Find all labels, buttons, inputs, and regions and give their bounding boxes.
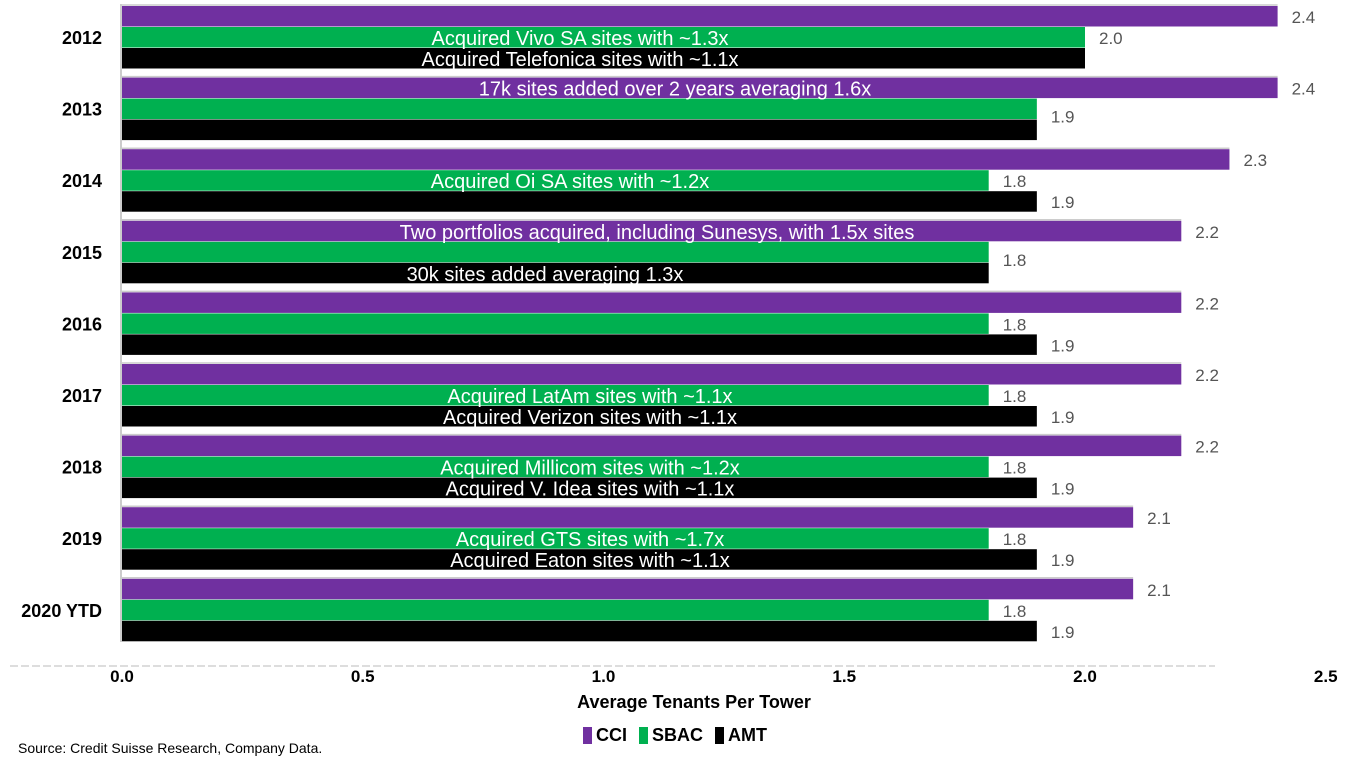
bar-cci bbox=[122, 435, 1182, 457]
category-label: 2019 bbox=[62, 529, 102, 549]
annotation: Acquired Oi SA sites with ~1.2x bbox=[431, 171, 709, 193]
data-label-amt: 1.8 bbox=[1003, 251, 1027, 270]
bar-cci bbox=[122, 77, 1278, 99]
bar-cci bbox=[122, 578, 1134, 600]
data-label-amt: 1.9 bbox=[1051, 551, 1075, 570]
legend-swatch-amt bbox=[715, 727, 725, 744]
annotation: Acquired Eaton sites with ~1.1x bbox=[450, 550, 730, 572]
source-note: Source: Credit Suisse Research, Company … bbox=[18, 740, 323, 756]
annotation: Acquired GTS sites with ~1.7x bbox=[456, 529, 724, 551]
annotation: Acquired LatAm sites with ~1.1x bbox=[447, 386, 732, 408]
category-label: 2020 YTD bbox=[21, 601, 102, 621]
bar-cci bbox=[122, 364, 1182, 385]
bar-sbac bbox=[122, 385, 989, 406]
bar-sbac bbox=[122, 27, 1085, 48]
bar-sbac bbox=[122, 599, 989, 621]
category-label: 2018 bbox=[62, 458, 102, 478]
bar-sbac bbox=[122, 313, 989, 334]
legend-item-amt: AMT bbox=[715, 725, 767, 746]
bar-amt bbox=[122, 191, 1037, 212]
data-label-amt: 1.9 bbox=[1051, 623, 1075, 642]
category-label: 2015 bbox=[62, 243, 102, 263]
category-label: 2014 bbox=[62, 171, 102, 191]
bar-amt bbox=[122, 477, 1037, 499]
legend-item-cci: CCI bbox=[583, 725, 627, 746]
data-label-cci: 2.4 bbox=[1292, 8, 1316, 27]
bar-amt bbox=[122, 262, 989, 284]
bar-sbac bbox=[122, 98, 1037, 120]
annotation: 30k sites added averaging 1.3x bbox=[407, 264, 684, 286]
data-label-sbac: 1.8 bbox=[1003, 387, 1027, 406]
data-label-cci: 2.2 bbox=[1195, 294, 1219, 313]
data-label-amt: 1.9 bbox=[1051, 336, 1075, 355]
x-tick-label: 1.0 bbox=[592, 667, 616, 686]
data-label-cci: 2.2 bbox=[1195, 223, 1219, 242]
bar-amt bbox=[122, 406, 1037, 427]
data-label-sbac: 1.8 bbox=[1003, 172, 1027, 191]
data-label-cci: 2.1 bbox=[1147, 581, 1171, 600]
x-tick-label: 2.0 bbox=[1073, 667, 1097, 686]
x-tick-label: 0.5 bbox=[351, 667, 375, 686]
annotation: 17k sites added over 2 years averaging 1… bbox=[479, 79, 871, 101]
legend-item-sbac: SBAC bbox=[639, 725, 703, 746]
legend: CCI SBAC AMT bbox=[583, 725, 767, 746]
bar-sbac bbox=[122, 170, 989, 191]
data-label-cci: 2.2 bbox=[1195, 438, 1219, 457]
data-label-sbac: 1.8 bbox=[1003, 315, 1027, 334]
data-label-amt: 1.9 bbox=[1051, 193, 1075, 212]
data-label-cci: 2.3 bbox=[1243, 151, 1267, 170]
x-tick-label: 0.0 bbox=[110, 667, 134, 686]
data-label-cci: 2.2 bbox=[1195, 366, 1219, 385]
data-label-amt: 1.9 bbox=[1051, 108, 1075, 127]
x-axis-title: Average Tenants Per Tower bbox=[577, 692, 811, 712]
data-label-sbac: 1.8 bbox=[1003, 459, 1027, 478]
legend-swatch-cci bbox=[583, 727, 592, 744]
legend-label: CCI bbox=[596, 725, 627, 745]
x-tick-label: 2.5 bbox=[1314, 667, 1338, 686]
bar-sbac bbox=[122, 456, 989, 478]
annotation: Two portfolios acquired, including Sunes… bbox=[400, 222, 915, 244]
legend-label: AMT bbox=[728, 725, 768, 745]
data-label-cci: 2.4 bbox=[1292, 80, 1316, 99]
bar-amt bbox=[122, 48, 1085, 69]
bar-sbac bbox=[122, 241, 989, 263]
legend-swatch-sbac bbox=[639, 727, 648, 744]
data-label-cci: 2.1 bbox=[1147, 509, 1171, 528]
bar-cci bbox=[122, 507, 1134, 528]
category-label: 2012 bbox=[62, 28, 102, 48]
bar-cci bbox=[122, 149, 1230, 170]
annotation: Acquired Millicom sites with ~1.2x bbox=[440, 458, 740, 480]
data-label-sbac: 1.8 bbox=[1003, 602, 1027, 621]
bar-amt bbox=[122, 334, 1037, 355]
data-label-amt: 1.9 bbox=[1051, 480, 1075, 499]
annotation: Acquired V. Idea sites with ~1.1x bbox=[446, 479, 735, 501]
category-label: 2017 bbox=[62, 386, 102, 406]
bar-amt bbox=[122, 549, 1037, 570]
bar-amt bbox=[122, 620, 1037, 642]
x-tick-label: 1.5 bbox=[832, 667, 856, 686]
annotation: Acquired Telefonica sites with ~1.1x bbox=[421, 49, 738, 71]
data-label-sbac: 1.8 bbox=[1003, 530, 1027, 549]
data-label-amt: 1.9 bbox=[1051, 408, 1075, 427]
category-label: 2013 bbox=[62, 100, 102, 120]
bar-sbac bbox=[122, 528, 989, 549]
bar-cci bbox=[122, 292, 1182, 313]
bar-cci bbox=[122, 6, 1278, 27]
legend-label: SBAC bbox=[652, 725, 704, 745]
bar-cci bbox=[122, 220, 1182, 242]
data-label-sbac: 2.0 bbox=[1099, 29, 1123, 48]
bar-amt bbox=[122, 119, 1037, 141]
annotation: Acquired Verizon sites with ~1.1x bbox=[443, 407, 737, 429]
category-label: 2016 bbox=[62, 314, 102, 334]
annotation: Acquired Vivo SA sites with ~1.3x bbox=[431, 28, 728, 50]
